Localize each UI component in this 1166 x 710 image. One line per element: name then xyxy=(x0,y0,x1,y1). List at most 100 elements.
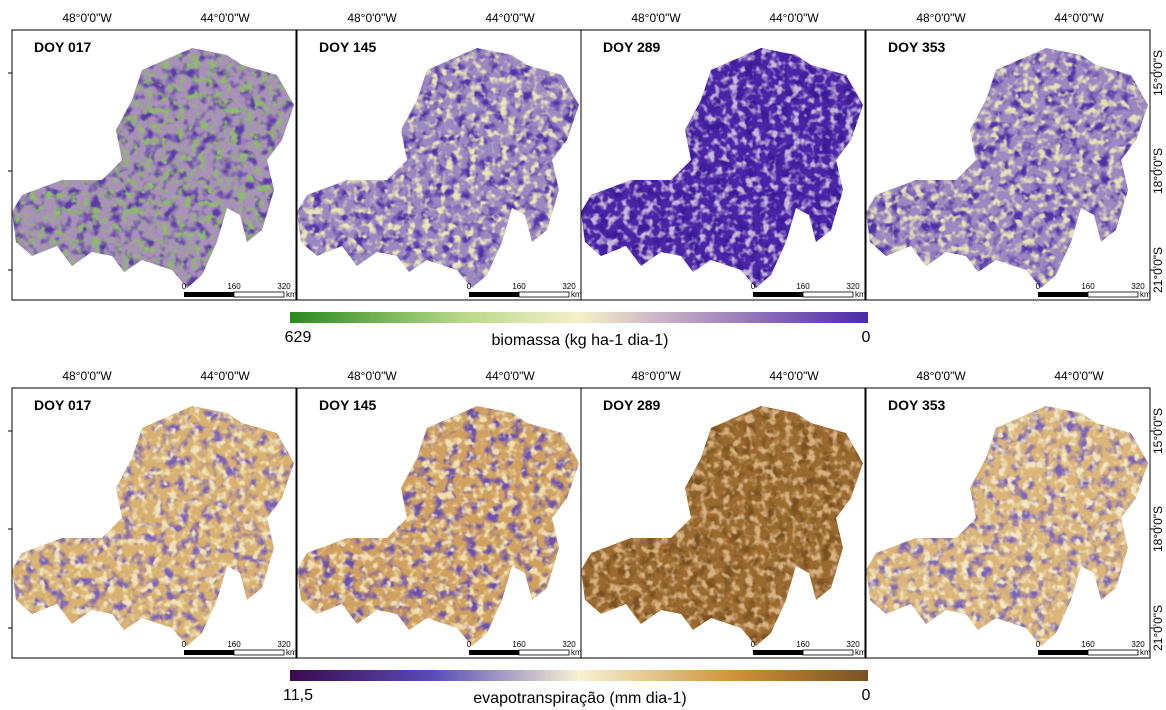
scale-bar xyxy=(184,292,234,297)
scale-tick: 0 xyxy=(1036,282,1041,291)
scale-unit: km xyxy=(1140,648,1151,657)
longitude-label: 44°0'0"W xyxy=(485,369,535,383)
scale-bar xyxy=(518,649,570,656)
longitude-label: 48°0'0"W xyxy=(631,11,681,25)
panel-label: DOY 353 xyxy=(888,39,946,55)
longitude-label: 44°0'0"W xyxy=(1054,369,1104,383)
map-texture xyxy=(581,406,863,646)
scale-bar xyxy=(1038,650,1088,655)
scale-bar xyxy=(233,291,285,298)
latitude-label: 15°0'0"S xyxy=(1151,50,1165,96)
panel-label: DOY 289 xyxy=(603,397,661,413)
scale-tick: 0 xyxy=(182,282,187,291)
scale-bar xyxy=(469,292,519,297)
scale-tick: 320 xyxy=(277,640,291,649)
scale-bar xyxy=(1087,291,1139,298)
scale-tick: 0 xyxy=(182,640,187,649)
panel-label: DOY 145 xyxy=(319,39,377,55)
scale-tick: 0 xyxy=(751,282,756,291)
scale-tick: 160 xyxy=(512,282,526,291)
map-texture xyxy=(297,48,579,288)
scale-tick: 160 xyxy=(227,282,241,291)
scale-tick: 320 xyxy=(846,640,860,649)
scale-tick: 0 xyxy=(467,282,472,291)
scale-bar xyxy=(802,649,854,656)
scale-tick: 160 xyxy=(796,640,810,649)
panel-label: DOY 145 xyxy=(319,397,377,413)
scale-tick: 320 xyxy=(562,282,576,291)
longitude-label: 48°0'0"W xyxy=(347,11,397,25)
panel-label: DOY 353 xyxy=(888,397,946,413)
scale-bar xyxy=(1087,649,1139,656)
scale-unit: km xyxy=(286,648,297,657)
scale-bar xyxy=(233,649,285,656)
latitude-label: 21°0'0"S xyxy=(1151,605,1165,651)
colorbar-max: 0 xyxy=(862,329,871,346)
latitude-label: 18°0'0"S xyxy=(1151,148,1165,194)
scale-unit: km xyxy=(855,648,866,657)
scale-tick: 320 xyxy=(846,282,860,291)
longitude-label: 44°0'0"W xyxy=(200,369,250,383)
scale-bar xyxy=(753,650,803,655)
longitude-label: 44°0'0"W xyxy=(769,369,819,383)
longitude-label: 44°0'0"W xyxy=(485,11,535,25)
map-texture xyxy=(866,406,1148,646)
colorbar-min: 11,5 xyxy=(283,687,313,704)
colorbar-max: 0 xyxy=(862,687,871,704)
panel-frame xyxy=(580,29,866,301)
scale-unit: km xyxy=(1140,290,1151,299)
scale-tick: 0 xyxy=(467,640,472,649)
panel-frame xyxy=(865,29,1151,301)
panel-frame xyxy=(580,387,866,659)
map-texture xyxy=(12,48,294,288)
colorbar xyxy=(290,670,868,681)
longitude-label: 44°0'0"W xyxy=(1054,11,1104,25)
longitude-label: 48°0'0"W xyxy=(62,369,112,383)
longitude-label: 48°0'0"W xyxy=(916,369,966,383)
map-texture xyxy=(12,406,294,646)
longitude-label: 48°0'0"W xyxy=(347,369,397,383)
scale-bar xyxy=(184,650,234,655)
panel-label: DOY 289 xyxy=(603,39,661,55)
scale-unit: km xyxy=(571,290,582,299)
scale-bar xyxy=(753,292,803,297)
longitude-label: 44°0'0"W xyxy=(769,11,819,25)
scale-tick: 160 xyxy=(512,640,526,649)
scale-tick: 0 xyxy=(1036,640,1041,649)
scale-unit: km xyxy=(571,648,582,657)
scale-tick: 160 xyxy=(1081,640,1095,649)
scale-unit: km xyxy=(286,290,297,299)
colorbar-title: biomassa (kg ha-1 dia-1) xyxy=(492,332,669,349)
scale-bar xyxy=(469,650,519,655)
scale-bar xyxy=(518,291,570,298)
scale-tick: 160 xyxy=(1081,282,1095,291)
scale-tick: 320 xyxy=(1131,282,1145,291)
scale-unit: km xyxy=(855,290,866,299)
latitude-label: 15°0'0"S xyxy=(1151,408,1165,454)
colorbar xyxy=(290,312,868,323)
scale-bar xyxy=(1038,292,1088,297)
panel-frame xyxy=(11,29,297,301)
latitude-label: 21°0'0"S xyxy=(1151,247,1165,293)
map-texture xyxy=(866,48,1148,288)
map-texture xyxy=(297,406,579,646)
scale-tick: 160 xyxy=(796,282,810,291)
map-texture xyxy=(581,48,863,288)
colorbar-min: 629 xyxy=(285,329,312,346)
panel-label: DOY 017 xyxy=(34,397,92,413)
latitude-label: 18°0'0"S xyxy=(1151,506,1165,552)
scale-bar xyxy=(802,291,854,298)
scale-tick: 0 xyxy=(751,640,756,649)
colorbar-title: evapotranspiração (mm dia-1) xyxy=(473,690,686,707)
panel-label: DOY 017 xyxy=(34,39,92,55)
longitude-label: 48°0'0"W xyxy=(631,369,681,383)
scale-tick: 320 xyxy=(562,640,576,649)
panel-frame xyxy=(11,387,297,659)
longitude-label: 48°0'0"W xyxy=(916,11,966,25)
scale-tick: 320 xyxy=(277,282,291,291)
scale-tick: 160 xyxy=(227,640,241,649)
longitude-label: 48°0'0"W xyxy=(62,11,112,25)
longitude-label: 44°0'0"W xyxy=(200,11,250,25)
scale-tick: 320 xyxy=(1131,640,1145,649)
